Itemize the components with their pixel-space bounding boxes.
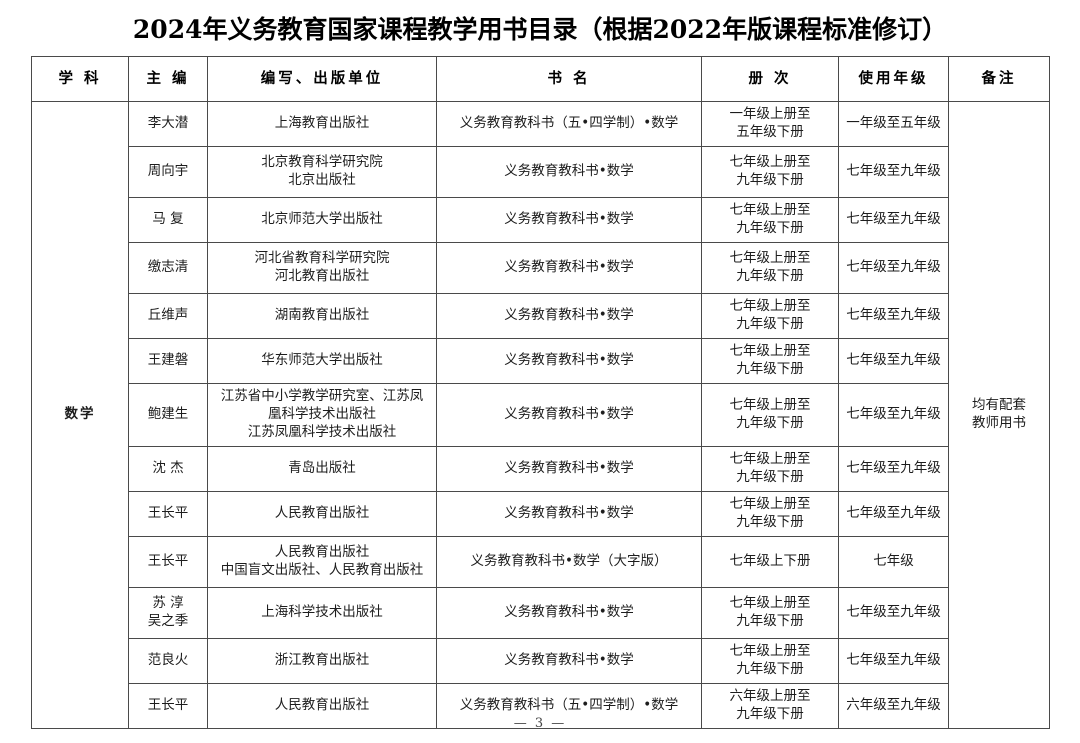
table-row: 王建磐 华东师范大学出版社 义务教育教科书•数学 七年级上册至 九年级下册 七年… [32, 337, 1050, 384]
table-row: 数学 李大潜 上海教育出版社 义务教育教科书（五•四学制）•数学 一年级上册至 … [31, 100, 1050, 729]
bookname-cell: 义务教育教科书•数学 [436, 382, 702, 447]
remark-cell: 均有配套 教师用书 [948, 100, 1050, 729]
volume-cell: 七年级上册至 九年级下册 [701, 241, 839, 294]
publisher-cell: 湖南教育出版社 [207, 292, 437, 339]
table-row: 丘维声 湖南教育出版社 义务教育教科书•数学 七年级上册至 九年级下册 七年级至… [32, 292, 1050, 339]
editor-cell: 缴志清 [128, 241, 208, 294]
volume-cell: 七年级上册至 九年级下册 [701, 145, 839, 198]
column-header-publisher: 编写、出版单位 [207, 55, 437, 102]
grade-cell: 七年级至九年级 [838, 337, 949, 384]
volume-cell: 七年级上册至 九年级下册 [701, 445, 839, 492]
grade-cell: 七年级 [838, 535, 949, 588]
volume-cell: 七年级上册至 九年级下册 [701, 196, 839, 243]
volume-cell: 七年级上册至 九年级下册 [701, 586, 839, 639]
column-header-volume: 册 次 [701, 55, 839, 102]
bookname-cell: 义务教育教科书•数学（大字版） [436, 535, 702, 588]
publisher-cell: 人民教育出版社 中国盲文出版社、人民教育出版社 [207, 535, 437, 588]
table-row: 王长平 人民教育出版社 义务教育教科书•数学 七年级上册至 九年级下册 七年级至… [32, 490, 1050, 537]
editor-cell: 王长平 [128, 535, 208, 588]
editor-cell: 王长平 [128, 490, 208, 537]
editor-cell: 周向宇 [128, 145, 208, 198]
table-body: 数学 李大潜 上海教育出版社 义务教育教科书（五•四学制）•数学 一年级上册至 … [31, 100, 1050, 729]
bookname-cell: 义务教育教科书•数学 [436, 445, 702, 492]
grade-cell: 七年级至九年级 [838, 196, 949, 243]
page-number-footer: — 3 — [513, 716, 567, 731]
bookname-cell: 义务教育教科书（五•四学制）•数学 [436, 100, 702, 147]
grade-cell: 七年级至九年级 [838, 586, 949, 639]
bookname-cell: 义务教育教科书•数学 [436, 586, 702, 639]
editor-cell: 王建磐 [128, 337, 208, 384]
table-row: 沈 杰 青岛出版社 义务教育教科书•数学 七年级上册至 九年级下册 七年级至九年… [32, 445, 1050, 492]
catalog-table-container: 学 科 主 编 编写、出版单位 书 名 册 次 使用年级 备注 数学 李大潜 上… [31, 55, 1050, 729]
publisher-cell: 青岛出版社 [207, 445, 437, 492]
column-header-bookname: 书 名 [436, 55, 702, 102]
volume-cell: 七年级上下册 [701, 535, 839, 588]
table-row: 缴志清 河北省教育科学研究院 河北教育出版社 义务教育教科书•数学 七年级上册至… [32, 241, 1050, 294]
publisher-cell: 上海教育出版社 [207, 100, 437, 147]
bookname-cell: 义务教育教科书•数学 [436, 490, 702, 537]
publisher-cell: 江苏省中小学教学研究室、江苏凤 凰科学技术出版社 江苏凤凰科学技术出版社 [207, 382, 437, 447]
volume-cell: 七年级上册至 九年级下册 [701, 490, 839, 537]
publisher-cell: 人民教育出版社 [207, 682, 437, 729]
publisher-cell: 浙江教育出版社 [207, 637, 437, 684]
grade-cell: 七年级至九年级 [838, 382, 949, 447]
table-row: 鲍建生 江苏省中小学教学研究室、江苏凤 凰科学技术出版社 江苏凤凰科学技术出版社… [32, 382, 1050, 447]
publisher-cell: 北京师范大学出版社 [207, 196, 437, 243]
subject-cell: 数学 [31, 100, 129, 729]
table-row: 王长平 人民教育出版社 中国盲文出版社、人民教育出版社 义务教育教科书•数学（大… [32, 535, 1050, 588]
table-row: 苏 淳 吴之季 上海科学技术出版社 义务教育教科书•数学 七年级上册至 九年级下… [32, 586, 1050, 639]
publisher-cell: 河北省教育科学研究院 河北教育出版社 [207, 241, 437, 294]
publisher-cell: 北京教育科学研究院 北京出版社 [207, 145, 437, 198]
table-header-row: 学 科 主 编 编写、出版单位 书 名 册 次 使用年级 备注 [31, 55, 1050, 102]
grade-cell: 七年级至九年级 [838, 145, 949, 198]
grade-cell: 一年级至五年级 [838, 100, 949, 147]
volume-cell: 七年级上册至 九年级下册 [701, 382, 839, 447]
grade-cell: 六年级至九年级 [838, 682, 949, 729]
bookname-cell: 义务教育教科书•数学 [436, 196, 702, 243]
volume-cell: 七年级上册至 九年级下册 [701, 637, 839, 684]
table-row: 周向宇 北京教育科学研究院 北京出版社 义务教育教科书•数学 七年级上册至 九年… [32, 145, 1050, 198]
table-row: 马 复 北京师范大学出版社 义务教育教科书•数学 七年级上册至 九年级下册 七年… [32, 196, 1050, 243]
grade-cell: 七年级至九年级 [838, 292, 949, 339]
volume-cell: 七年级上册至 九年级下册 [701, 292, 839, 339]
page-title: 2024年义务教育国家课程教学用书目录（根据2022年版课程标准修订） [132, 15, 948, 44]
bookname-cell: 义务教育教科书•数学 [436, 637, 702, 684]
editor-cell: 马 复 [128, 196, 208, 243]
column-header-editor: 主 编 [128, 55, 208, 102]
volume-cell: 六年级上册至 九年级下册 [701, 682, 839, 729]
grade-cell: 七年级至九年级 [838, 241, 949, 294]
table-row: 王长平 人民教育出版社 义务教育教科书（五•四学制）•数学 六年级上册至 九年级… [32, 682, 1050, 729]
grade-cell: 七年级至九年级 [838, 445, 949, 492]
column-header-remark: 备注 [948, 55, 1050, 102]
bookname-cell: 义务教育教科书•数学 [436, 292, 702, 339]
editor-cell: 范良火 [128, 637, 208, 684]
column-header-subject: 学 科 [31, 55, 129, 102]
bookname-cell: 义务教育教科书•数学 [436, 241, 702, 294]
volume-cell: 七年级上册至 九年级下册 [701, 337, 839, 384]
publisher-cell: 上海科学技术出版社 [207, 586, 437, 639]
editor-cell: 王长平 [128, 682, 208, 729]
grade-cell: 七年级至九年级 [838, 490, 949, 537]
column-header-grade: 使用年级 [838, 55, 949, 102]
bookname-cell: 义务教育教科书•数学 [436, 337, 702, 384]
editor-cell: 沈 杰 [128, 445, 208, 492]
publisher-cell: 人民教育出版社 [207, 490, 437, 537]
editor-cell: 丘维声 [128, 292, 208, 339]
textbook-catalog-table: 学 科 主 编 编写、出版单位 书 名 册 次 使用年级 备注 数学 李大潜 上… [31, 55, 1050, 729]
bookname-cell: 义务教育教科书•数学 [436, 145, 702, 198]
volume-cell: 一年级上册至 五年级下册 [701, 100, 839, 147]
grade-cell: 七年级至九年级 [838, 637, 949, 684]
editor-cell: 苏 淳 吴之季 [128, 586, 208, 639]
publisher-cell: 华东师范大学出版社 [207, 337, 437, 384]
editor-cell: 李大潜 [128, 100, 208, 147]
table-row: 范良火 浙江教育出版社 义务教育教科书•数学 七年级上册至 九年级下册 七年级至… [32, 637, 1050, 684]
editor-cell: 鲍建生 [128, 382, 208, 447]
table-header: 学 科 主 编 编写、出版单位 书 名 册 次 使用年级 备注 [31, 55, 1050, 102]
